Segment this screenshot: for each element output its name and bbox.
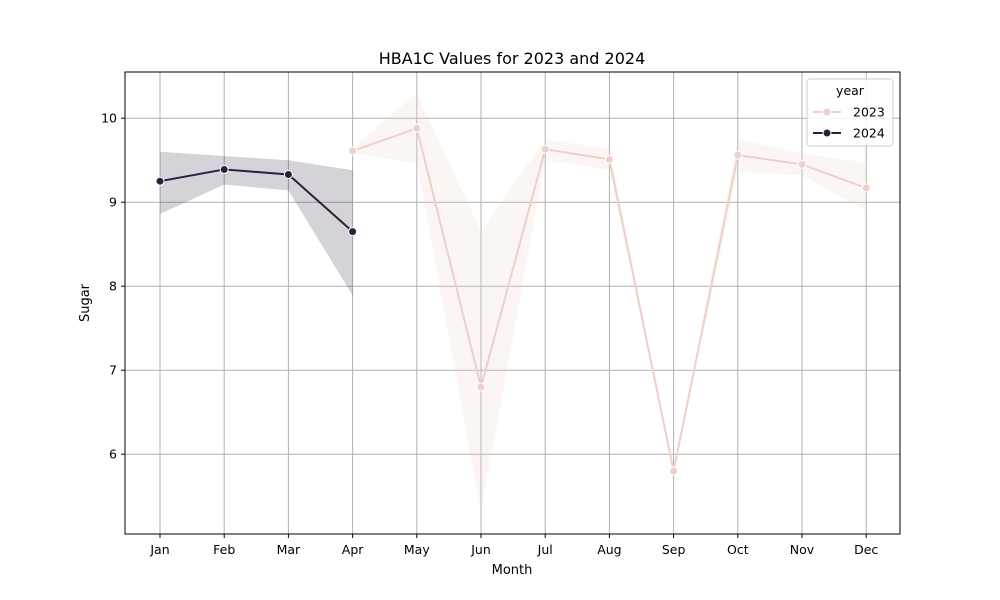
- data-point-2023-Aug: [604, 154, 614, 164]
- x-tick-label: Aug: [597, 542, 621, 557]
- legend-title: year: [836, 83, 865, 98]
- x-tick-label: Oct: [727, 542, 749, 557]
- data-point-2024-Mar: [283, 169, 293, 179]
- series-points: [155, 123, 871, 476]
- legend: year 2023 2024: [806, 78, 894, 147]
- x-tick-label: Feb: [213, 542, 235, 557]
- data-point-2023-Dec: [861, 183, 871, 193]
- legend-label-2024: 2024: [853, 126, 885, 141]
- grid: [125, 72, 900, 534]
- x-tick-label: Mar: [277, 542, 301, 557]
- x-tick-label: Jun: [470, 542, 491, 557]
- x-tick-label: Sep: [662, 542, 686, 557]
- legend-marker-2024: [822, 128, 832, 138]
- y-tick-label: 7: [109, 363, 117, 378]
- y-tick-label: 8: [109, 279, 117, 294]
- series-line-2024: [159, 168, 354, 233]
- x-tick-label: May: [404, 542, 430, 557]
- y-axis-ticks: 6 7 8 9 10: [101, 111, 125, 462]
- x-axis-ticks: Jan Feb Mar Apr May Jun Jul Aug Sep Oct Nov Dec: [149, 534, 878, 557]
- data-point-2023-May: [412, 123, 422, 133]
- data-point-2024-Jan: [155, 176, 165, 186]
- y-tick-label: 9: [109, 195, 117, 210]
- legend-marker-2023: [822, 107, 832, 117]
- legend-entries: 2023 2024: [813, 105, 885, 141]
- data-point-2023-Oct: [733, 150, 743, 160]
- x-tick-label: Dec: [854, 542, 878, 557]
- y-tick-label: 10: [101, 111, 117, 126]
- chart-title: HBA1C Values for 2023 and 2024: [379, 49, 646, 68]
- data-point-2024-Apr: [348, 227, 358, 237]
- x-axis-label: Month: [492, 563, 533, 578]
- data-point-2023-Jun: [476, 382, 486, 392]
- data-point-2023-Sep: [669, 466, 679, 476]
- y-axis-label: Sugar: [78, 283, 93, 322]
- x-tick-label: Jan: [149, 542, 169, 557]
- legend-label-2023: 2023: [853, 105, 885, 120]
- x-tick-label: Nov: [790, 542, 815, 557]
- data-point-2023-Nov: [797, 159, 807, 169]
- x-tick-label: Jul: [537, 542, 553, 557]
- plot-area-frame: [124, 71, 901, 535]
- x-tick-label: Apr: [342, 542, 364, 557]
- data-point-2023-Apr: [348, 146, 358, 156]
- data-point-2023-Jul: [540, 144, 550, 154]
- confidence-band-2023: [352, 93, 867, 513]
- data-point-2024-Feb: [219, 164, 229, 174]
- y-tick-label: 6: [109, 447, 117, 462]
